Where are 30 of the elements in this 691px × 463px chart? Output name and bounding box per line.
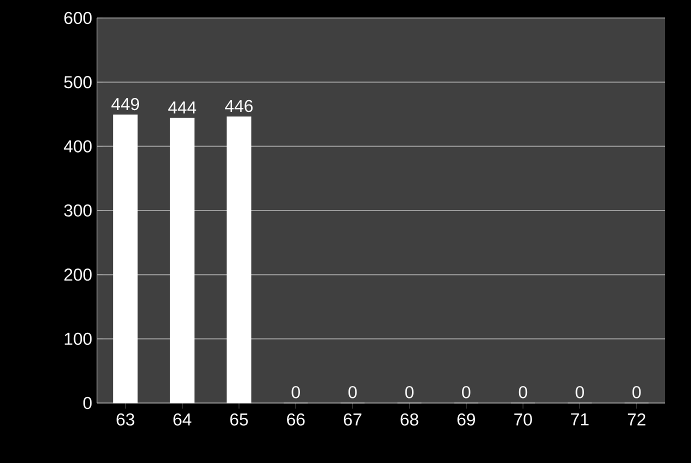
data-label: 0 xyxy=(518,386,528,398)
x-tick-label: 66 xyxy=(287,413,305,426)
data-label: 0 xyxy=(462,386,470,398)
x-tick-label: 71 xyxy=(571,413,589,426)
x-tick-label: 70 xyxy=(514,413,532,426)
data-label: 0 xyxy=(348,386,357,398)
x-tick-label: 69 xyxy=(457,413,475,426)
data-label: 0 xyxy=(576,386,584,398)
data-label: 0 xyxy=(632,386,641,398)
data-label: 0 xyxy=(292,386,300,398)
x-tick-label: 63 xyxy=(116,413,134,426)
bar xyxy=(113,114,138,404)
data-label: 449 xyxy=(111,98,139,110)
y-tick-label: 100 xyxy=(64,332,92,345)
data-label: 444 xyxy=(168,102,196,114)
y-tick-label: 300 xyxy=(64,204,92,217)
y-tick-label: 0 xyxy=(83,396,92,410)
x-tick-label: 65 xyxy=(230,413,248,426)
data-label: 0 xyxy=(405,386,414,398)
y-tick-label: 500 xyxy=(64,76,92,88)
y-tick-label: 600 xyxy=(64,12,92,24)
x-tick-label: 68 xyxy=(400,413,418,426)
y-tick-label: 200 xyxy=(64,268,92,281)
y-tick-label: 400 xyxy=(64,140,92,152)
x-tick-label: 67 xyxy=(344,413,362,426)
bar xyxy=(226,116,252,404)
x-tick-label: 72 xyxy=(628,413,646,426)
data-label: 446 xyxy=(224,100,253,112)
bar xyxy=(170,118,194,404)
x-tick-label: 64 xyxy=(173,413,192,426)
